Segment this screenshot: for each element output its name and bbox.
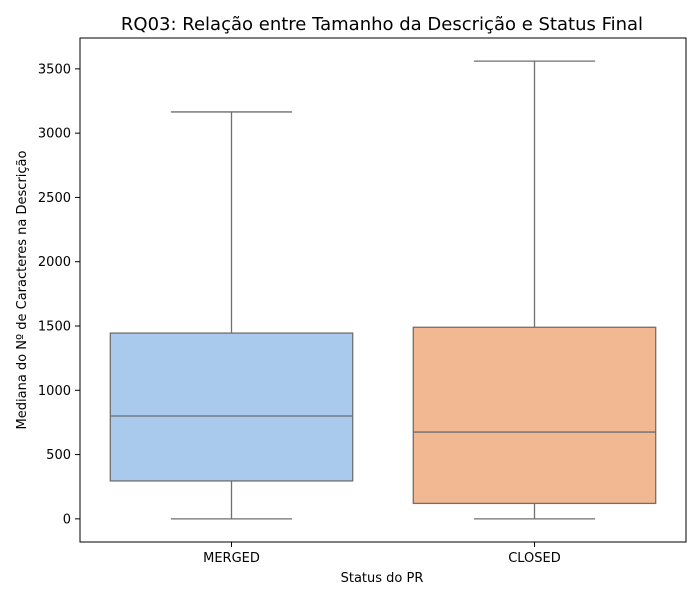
y-tick-label-500: 500	[46, 448, 71, 463]
y-tick-label-3500: 3500	[38, 62, 71, 77]
x-axis-label: Status do PR	[341, 571, 424, 586]
box-closed	[412, 326, 657, 505]
y-tick-label-2500: 2500	[38, 191, 71, 206]
x-tick-label-closed: CLOSED	[508, 551, 561, 566]
plot-area: 0 500 1000 1500 2000 2500 3000 3500 MERGED CLOSED	[38, 37, 687, 566]
box-merged	[109, 332, 354, 482]
y-tick-label-0: 0	[63, 512, 71, 527]
chart-title: RQ03: Relação entre Tamanho da Descrição…	[121, 14, 643, 35]
y-tick-label-2000: 2000	[38, 255, 71, 270]
y-tick-label-1000: 1000	[38, 384, 71, 399]
y-axis-label: Mediana do Nº de Caracteres na Descrição	[15, 150, 30, 429]
plot-frame	[79, 37, 687, 543]
x-tick-label-merged: MERGED	[203, 551, 260, 566]
y-tick-label-1500: 1500	[38, 320, 71, 335]
y-tick-label-3000: 3000	[38, 127, 71, 142]
